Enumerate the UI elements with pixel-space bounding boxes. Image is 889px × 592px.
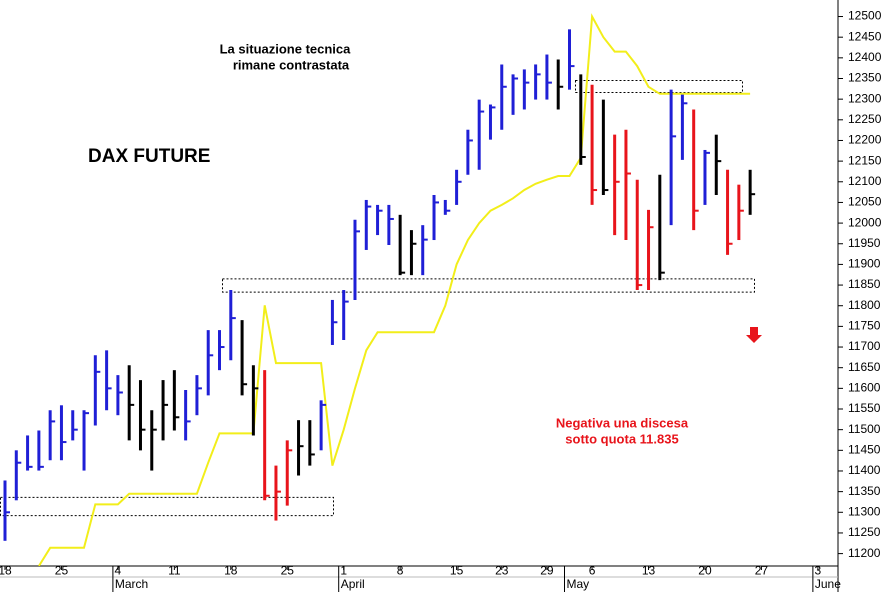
y-tick-label: 11750 (848, 319, 881, 333)
x-tick-label: 18 (0, 564, 12, 578)
y-tick-label: 12100 (848, 174, 882, 188)
x-tick-label: 8 (397, 564, 404, 578)
y-tick-label: 11700 (848, 339, 881, 353)
y-tick-label: 11650 (848, 360, 881, 374)
y-tick-label: 11250 (848, 525, 881, 539)
y-tick-label: 12000 (848, 215, 882, 229)
x-tick-label: 23 (495, 564, 509, 578)
x-tick-label: 4 (115, 564, 122, 578)
y-tick-label: 11900 (848, 257, 881, 271)
x-tick-label: 6 (589, 564, 596, 578)
down-arrow (746, 327, 762, 343)
x-tick-label: 25 (55, 564, 69, 578)
price-zone (575, 80, 743, 94)
y-tick-label: 11450 (848, 442, 881, 456)
x-tick-label: 18 (224, 564, 238, 578)
y-tick-label: 11550 (848, 401, 881, 415)
y-tick-label: 11850 (848, 277, 881, 291)
x-tick-label: 27 (755, 564, 769, 578)
x-tick-label: 15 (450, 564, 464, 578)
x-tick-label: 20 (698, 564, 712, 578)
y-tick-label: 11800 (848, 298, 881, 312)
annotation: rimane contrastata (233, 57, 350, 72)
annotation: sotto quota 11.835 (565, 431, 678, 446)
y-tick-label: 12450 (848, 29, 882, 43)
month-label: June (815, 577, 841, 591)
month-label: April (341, 577, 365, 591)
y-tick-label: 11950 (848, 236, 881, 250)
y-tick-label: 12500 (848, 9, 882, 23)
price-zone (222, 278, 755, 293)
y-tick-label: 11300 (848, 504, 881, 518)
month-label: May (567, 577, 590, 591)
y-tick-label: 11200 (848, 546, 881, 560)
y-tick-label: 11350 (848, 484, 881, 498)
y-tick-label: 11500 (848, 422, 881, 436)
x-tick-label: 1 (340, 564, 347, 578)
x-tick-label: 3 (815, 564, 822, 578)
y-tick-label: 12400 (848, 50, 882, 64)
x-tick-label: 11 (168, 564, 181, 578)
annotation: Negativa una discesa (556, 415, 689, 430)
y-tick-label: 12250 (848, 112, 882, 126)
y-tick-label: 12200 (848, 133, 882, 147)
y-tick-label: 12050 (848, 195, 882, 209)
month-label: March (115, 577, 148, 591)
annotation: La situazione tecnica (220, 41, 352, 56)
y-tick-label: 12150 (848, 153, 882, 167)
x-tick-label: 13 (642, 564, 656, 578)
chart-title: DAX FUTURE (88, 146, 210, 167)
y-tick-label: 11600 (848, 381, 881, 395)
overlay-line (38, 13, 751, 566)
price-zone (0, 496, 334, 517)
x-tick-label: 29 (540, 564, 554, 578)
y-tick-label: 12300 (848, 91, 882, 105)
y-tick-label: 12350 (848, 71, 882, 85)
x-tick-label: 25 (281, 564, 295, 578)
y-tick-label: 11400 (848, 463, 881, 477)
